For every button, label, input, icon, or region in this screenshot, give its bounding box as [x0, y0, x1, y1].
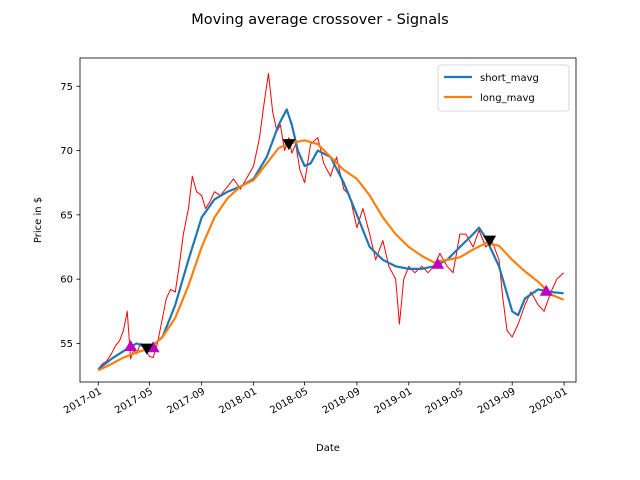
- chart-title: Moving average crossover - Signals: [191, 12, 448, 28]
- y-tick-label: 75: [60, 82, 73, 93]
- buy-signal-marker: [146, 341, 160, 353]
- legend-box: [437, 64, 570, 112]
- buy-signal-marker: [539, 284, 553, 296]
- legend-label: short_mavg: [480, 73, 539, 84]
- y-tick-label: 60: [60, 275, 73, 286]
- y-tick-label: 55: [60, 339, 73, 350]
- series-line-long-mavg: [97, 139, 565, 372]
- sell-signal-marker: [483, 235, 497, 247]
- sell-signal-marker: [140, 343, 154, 355]
- y-axis-label: Price in $: [33, 197, 44, 243]
- y-axis: 55 60 65 70 75: [60, 82, 80, 350]
- buy-signal-marker: [431, 257, 445, 269]
- legend-label: long_mavg: [480, 93, 535, 104]
- plot-frame: [79, 57, 577, 383]
- buy-signal-marker: [124, 340, 138, 351]
- legend: short_mavg long_mavg: [437, 64, 570, 112]
- y-tick-label: 65: [60, 210, 73, 221]
- plot-area: [97, 72, 565, 372]
- sell-signal-marker: [282, 139, 296, 151]
- y-tick-label: 70: [60, 146, 73, 157]
- x-axis-label: Date: [316, 443, 340, 454]
